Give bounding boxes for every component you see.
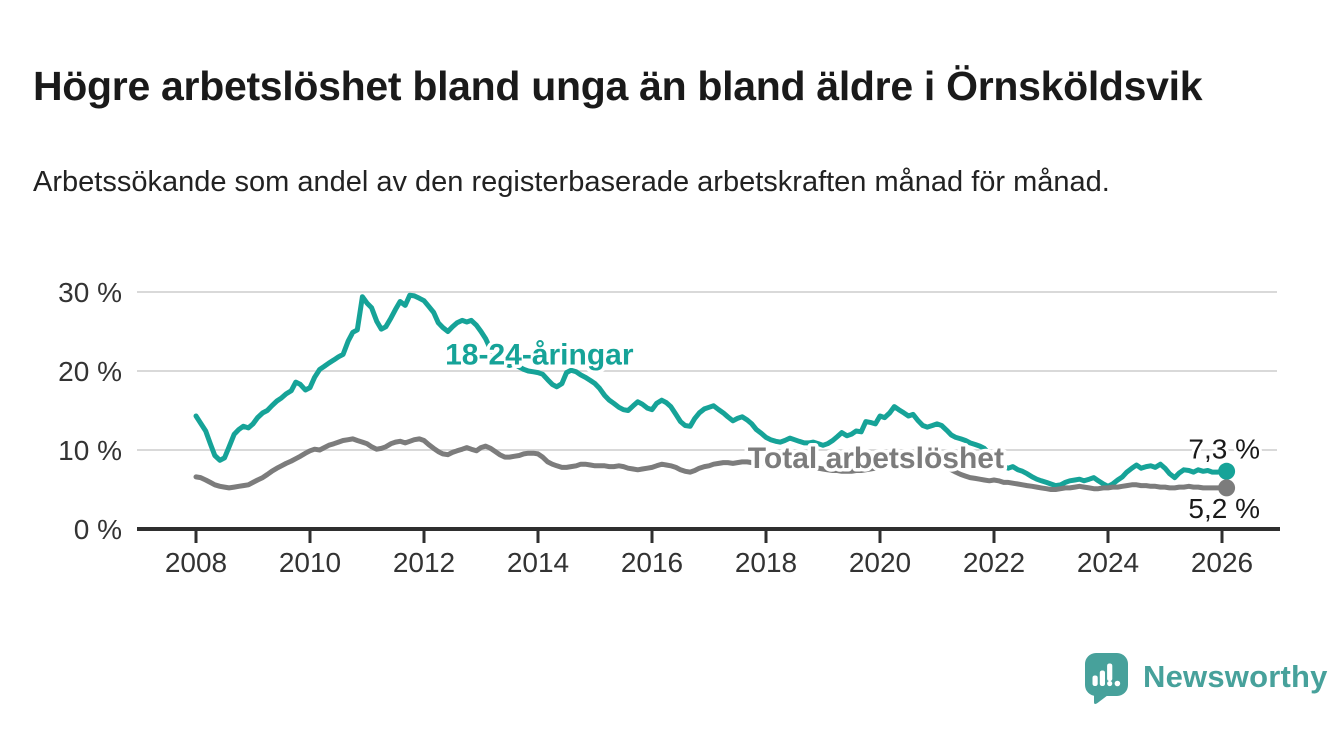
x-axis-label: 2024 [1077, 547, 1139, 578]
x-axis-label: 2012 [393, 547, 455, 578]
x-axis-label: 2026 [1191, 547, 1253, 578]
y-axis-label: 0 % [74, 514, 122, 545]
series-line-total [193, 436, 1230, 492]
x-axis-label: 2018 [735, 547, 797, 578]
y-axis-label: 20 % [58, 356, 122, 387]
page-title: Högre arbetslöshet bland unga än bland ä… [33, 63, 1203, 110]
series-end-dot [1218, 462, 1236, 480]
x-axis-label: 2022 [963, 547, 1025, 578]
series-line-youth [193, 292, 1230, 489]
series-label-total: Total arbetslöshet [748, 442, 1004, 475]
newsworthy-logo: Newsworthy [1084, 652, 1328, 706]
y-axis-label: 30 % [58, 277, 122, 308]
end-value-label: 7,3 % [1188, 433, 1260, 464]
x-axis-label: 2020 [849, 547, 911, 578]
x-axis-label: 2014 [507, 547, 569, 578]
x-axis-label: 2010 [279, 547, 341, 578]
x-axis-label: 2016 [621, 547, 683, 578]
chart-subtitle: Arbetssökande som andel av den registerb… [33, 166, 1110, 198]
newsworthy-logo-text: Newsworthy [1143, 659, 1328, 694]
newsworthy-speech-bubble-bar-chart-icon [1085, 653, 1128, 705]
y-axis-label: 10 % [58, 435, 122, 466]
x-axis-label: 2008 [165, 547, 227, 578]
end-value-label: 5,2 % [1188, 493, 1260, 524]
series-end-dot [1218, 479, 1236, 497]
series-label-youth: 18-24-åringar [445, 339, 634, 372]
